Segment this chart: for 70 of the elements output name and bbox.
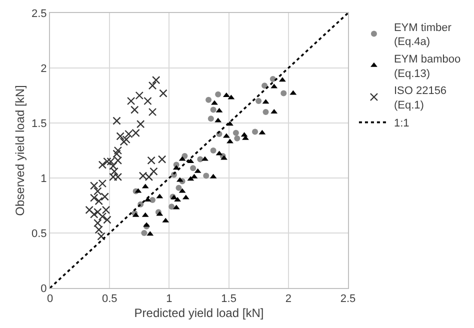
point [148, 82, 157, 90]
point [168, 204, 175, 210]
y-tick-label: 0.5 [32, 228, 47, 240]
y-tick-label: 2 [40, 62, 47, 75]
y-tick-label: 0 [40, 282, 47, 295]
y-tick-label: 2.5 [32, 8, 47, 20]
point [114, 146, 122, 155]
point [147, 156, 156, 164]
point [94, 226, 103, 234]
point [120, 138, 128, 146]
point [262, 82, 268, 89]
point [103, 216, 112, 224]
point [210, 106, 216, 113]
legend-label: EYM bamboo (Eq.13) [394, 54, 461, 80]
point [100, 192, 109, 201]
point [270, 76, 276, 82]
point [98, 160, 107, 169]
x-tick-label: 2.5 [340, 293, 356, 306]
x-tick-label: 0.5 [102, 293, 118, 306]
point [203, 172, 210, 179]
y-tick-label: 1 [40, 172, 47, 185]
legend-label: 1:1 [394, 118, 410, 130]
point [206, 96, 212, 103]
point [152, 76, 160, 84]
point [208, 116, 214, 122]
point [202, 156, 208, 161]
point [141, 230, 148, 236]
point [197, 156, 204, 162]
point [159, 89, 168, 98]
point [94, 219, 102, 228]
point [103, 157, 112, 166]
legend-label: ISO 22156 (Eq.1) [394, 85, 447, 112]
point [97, 232, 106, 240]
point [144, 96, 152, 106]
x-tick-label: 1 [166, 293, 172, 306]
y-axis-title: Observed yield load [kN] [12, 85, 27, 216]
point [136, 120, 145, 128]
point [176, 184, 182, 191]
x-tick-label: 2 [285, 293, 292, 306]
point [226, 138, 234, 144]
point [158, 155, 166, 164]
point [150, 197, 156, 203]
point [190, 165, 196, 172]
point [110, 167, 118, 176]
point [90, 194, 98, 202]
point [135, 91, 144, 100]
point [215, 91, 222, 98]
point [256, 98, 262, 104]
x-axis-title: Predicted yield load [kN] [134, 306, 264, 320]
point [262, 109, 269, 115]
point [211, 100, 218, 105]
x-tick-label: 1.5 [221, 293, 236, 306]
point [112, 150, 121, 158]
point [112, 116, 121, 125]
point [94, 187, 102, 196]
point [252, 128, 258, 135]
point [150, 167, 158, 176]
point [210, 148, 216, 154]
point [182, 153, 188, 159]
point [130, 106, 139, 114]
y-tick-label: 1.5 [32, 118, 47, 130]
point [234, 135, 240, 142]
point [109, 162, 118, 170]
point [148, 108, 157, 116]
point [232, 130, 239, 136]
legend-label: EYM timber (Eq.4a) [394, 22, 452, 48]
point [94, 197, 103, 206]
point [126, 96, 136, 106]
point [122, 135, 130, 144]
point [280, 90, 287, 96]
